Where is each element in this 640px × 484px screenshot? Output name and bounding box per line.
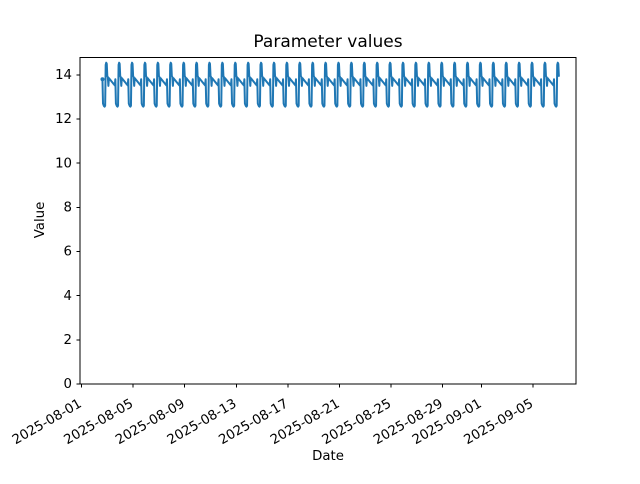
x-axis-label: Date: [312, 449, 344, 464]
y-tick-label: 2: [64, 333, 72, 348]
axes-border: [79, 57, 577, 385]
y-tick-label: 8: [64, 201, 72, 216]
y-tick-label: 0: [64, 377, 72, 392]
y-tick-label: 6: [64, 245, 72, 260]
y-axis-label: Value: [33, 202, 48, 239]
chart-title: Parameter values: [253, 32, 402, 52]
y-tick-label: 10: [55, 156, 72, 171]
data-line: [101, 61, 560, 108]
y-tick-label: 12: [55, 112, 72, 127]
first-point-marker: [100, 77, 105, 82]
plot-area: 024681012142025-08-012025-08-052025-08-0…: [10, 57, 577, 448]
y-tick-label: 14: [55, 68, 72, 83]
y-tick-label: 4: [64, 289, 72, 304]
